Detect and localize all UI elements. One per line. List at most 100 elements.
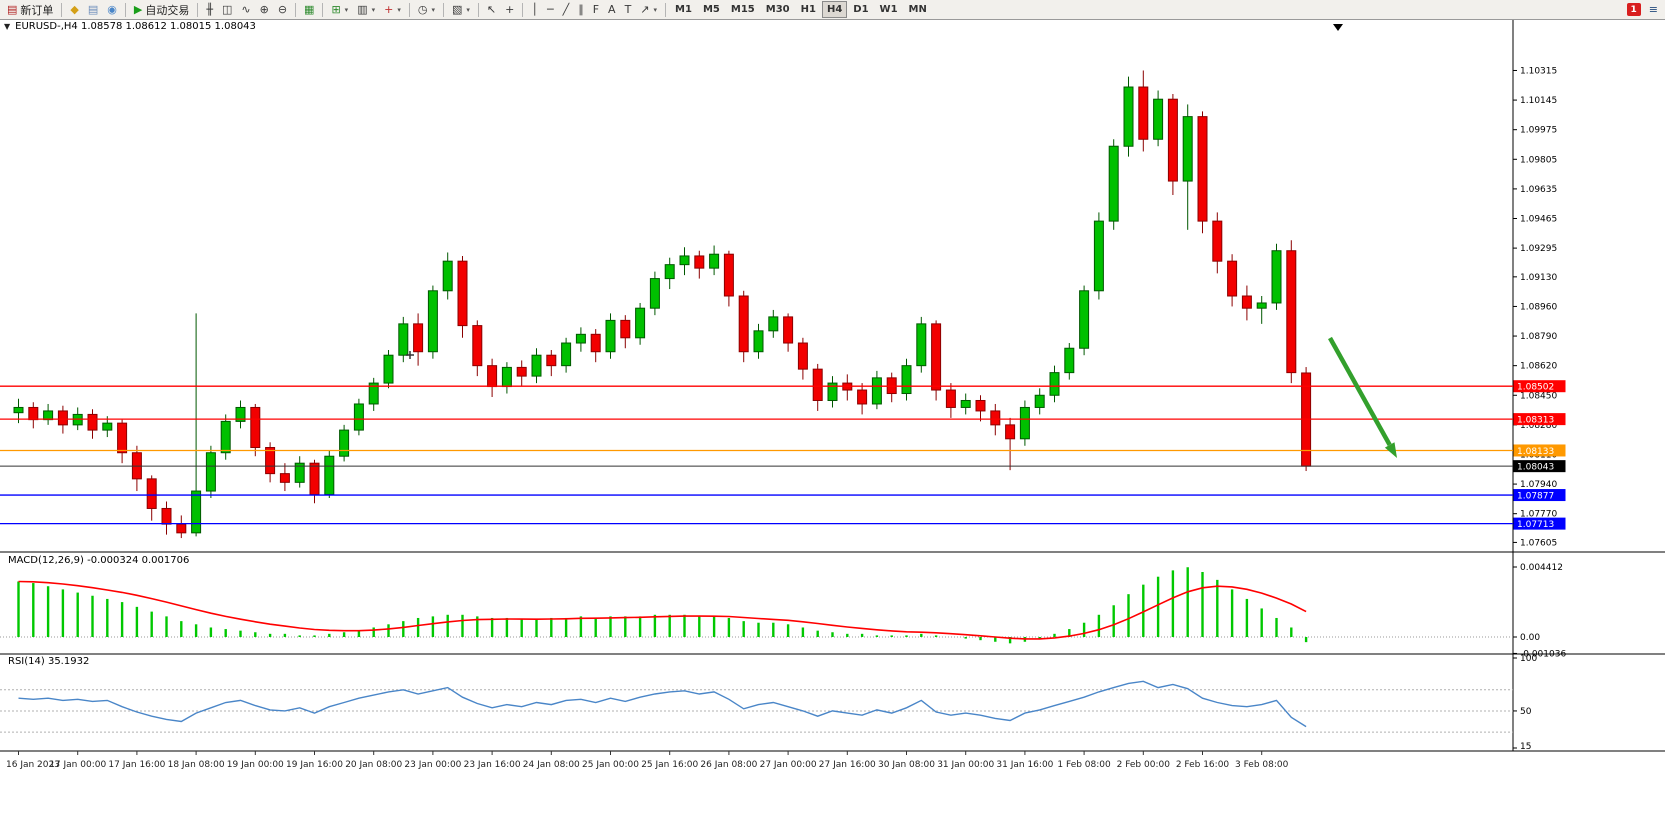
svg-text:19 Jan 00:00: 19 Jan 00:00 xyxy=(227,760,284,770)
hline-1.08133[interactable]: 1.08133 xyxy=(0,444,1566,457)
toolbar-separator xyxy=(197,2,199,17)
tile-windows-icon[interactable]: ▦ xyxy=(300,1,318,18)
vertical-line-icon[interactable]: │ xyxy=(527,1,542,18)
hline-1.08313[interactable]: 1.08313 xyxy=(0,413,1566,426)
chart-shift-marker[interactable] xyxy=(1333,24,1343,31)
svg-text:0.004412: 0.004412 xyxy=(1520,563,1563,573)
label-icon[interactable]: T xyxy=(621,1,636,18)
svg-text:27 Jan 00:00: 27 Jan 00:00 xyxy=(760,760,817,770)
templates-icon[interactable]: ▧ ▾ xyxy=(448,1,474,18)
chevron-down-icon: ▾ xyxy=(344,5,349,14)
timeframe-d1[interactable]: D1 xyxy=(848,1,873,18)
channel-icon[interactable]: ∥ xyxy=(574,1,588,18)
svg-text:1.08133: 1.08133 xyxy=(1517,447,1554,457)
chevron-down-icon: ▾ xyxy=(466,5,470,14)
hline-1.07877[interactable]: 1.07877 xyxy=(0,489,1566,502)
objects-list-icon[interactable]: ▥ ▾ xyxy=(353,1,379,18)
svg-text:1.09805: 1.09805 xyxy=(1520,155,1557,165)
svg-text:15: 15 xyxy=(1520,742,1531,752)
play-icon: ▶ xyxy=(133,3,143,16)
price-axis[interactable]: 1.10315 1.10145 1.09975 1.09805 1.09635 1.094… xyxy=(1513,66,1557,548)
bar-chart-icon[interactable]: ╫ xyxy=(202,1,217,18)
svg-text:19 Jan 16:00: 19 Jan 16:00 xyxy=(286,760,343,770)
hline-1.08502[interactable]: 1.08502 xyxy=(0,380,1566,393)
trend-arrow[interactable] xyxy=(1328,336,1397,458)
new-order-label: 新订单 xyxy=(20,3,54,17)
svg-text:30 Jan 08:00: 30 Jan 08:00 xyxy=(878,760,935,770)
notification-badge[interactable]: 1 xyxy=(1626,3,1641,16)
svg-text:26 Jan 08:00: 26 Jan 08:00 xyxy=(700,760,757,770)
svg-text:1.09465: 1.09465 xyxy=(1520,215,1557,225)
toolbar-separator xyxy=(408,2,410,17)
add-indicator-icon[interactable]: + ▾ xyxy=(380,1,405,18)
new-order-button[interactable]: ▤ 新订单 xyxy=(3,1,57,18)
svg-text:16 Jan 2023: 16 Jan 2023 xyxy=(6,760,60,770)
collapse-quote-icon[interactable]: ▼ xyxy=(4,22,11,31)
svg-text:1.08043: 1.08043 xyxy=(1517,463,1554,473)
chevron-down-icon: ▾ xyxy=(397,5,401,14)
svg-text:100: 100 xyxy=(1520,654,1537,664)
arrows-icon[interactable]: ↗ ▾ xyxy=(636,1,661,18)
timeframe-w1[interactable]: W1 xyxy=(875,1,903,18)
svg-text:25 Jan 16:00: 25 Jan 16:00 xyxy=(641,760,698,770)
symbol-ohlc-text: EURUSD-,H4 1.08578 1.08612 1.08015 1.080… xyxy=(15,21,256,32)
chart-type-group: ╫ ◫ ∿ xyxy=(202,1,254,18)
timeframe-mn[interactable]: MN xyxy=(904,1,932,18)
timeframe-m15[interactable]: M15 xyxy=(726,1,760,18)
horizontal-line-icon[interactable]: ─ xyxy=(543,1,558,18)
timeframe-h4[interactable]: H4 xyxy=(821,1,848,18)
svg-text:3 Feb 08:00: 3 Feb 08:00 xyxy=(1235,760,1289,770)
toolbar-separator xyxy=(522,2,524,17)
svg-text:1.08280: 1.08280 xyxy=(1520,421,1557,431)
fibonacci-icon[interactable]: F xyxy=(589,1,603,18)
svg-text:1.07770: 1.07770 xyxy=(1520,510,1557,520)
macd-pane[interactable]: 0.004412 0.00 -0.001036 xyxy=(0,563,1566,659)
periods-icon[interactable]: ◷ ▾ xyxy=(414,1,439,18)
candlestick-chart-icon[interactable]: ◫ xyxy=(218,1,236,18)
timeframe-m30[interactable]: M30 xyxy=(761,1,795,18)
chart-canvas[interactable]: 1.10315 1.10145 1.09975 1.09805 1.09635 1.094… xyxy=(0,19,1665,832)
svg-text:1.09975: 1.09975 xyxy=(1520,126,1557,136)
toolbar-separator xyxy=(61,2,63,17)
hline-1.07713[interactable]: 1.07713 xyxy=(0,517,1566,531)
svg-text:1.10315: 1.10315 xyxy=(1520,66,1557,76)
cross-marker[interactable] xyxy=(406,351,414,359)
trendline-icon[interactable]: ╱ xyxy=(559,1,574,18)
autotrading-button[interactable]: ▶ 自动交易 xyxy=(130,1,193,18)
rsi-label: RSI(14) 35.1932 xyxy=(8,656,90,667)
svg-text:1.09635: 1.09635 xyxy=(1520,185,1557,195)
quote-line: ▼ EURUSD-,H4 1.08578 1.08612 1.08015 1.0… xyxy=(4,21,256,32)
timeframe-m1[interactable]: M1 xyxy=(670,1,697,18)
timeframe-m5[interactable]: M5 xyxy=(698,1,725,18)
account-icon-group: ◆ ▤ ◉ xyxy=(66,1,120,18)
svg-text:1.07877: 1.07877 xyxy=(1517,492,1554,502)
signals-icon[interactable]: ◉ xyxy=(103,1,121,18)
svg-text:17 Jan 16:00: 17 Jan 16:00 xyxy=(108,760,165,770)
zoom-out-icon[interactable]: ⊖ xyxy=(274,1,291,18)
menu-icon[interactable]: ≡ xyxy=(1645,1,1662,18)
text-icon[interactable]: A xyxy=(604,1,620,18)
line-chart-icon[interactable]: ∿ xyxy=(237,1,254,18)
print-icon[interactable]: ▤ xyxy=(84,1,102,18)
svg-text:23 Jan 16:00: 23 Jan 16:00 xyxy=(464,760,521,770)
zoom-group: ⊕ ⊖ xyxy=(256,1,291,18)
cursor-group: ↖ + xyxy=(483,1,518,18)
svg-text:1.08450: 1.08450 xyxy=(1520,391,1557,401)
svg-text:1.08960: 1.08960 xyxy=(1520,302,1557,312)
cursor-icon[interactable]: ↖ xyxy=(483,1,500,18)
panel-dividers[interactable] xyxy=(0,19,1665,752)
zoom-in-icon[interactable]: ⊕ xyxy=(256,1,273,18)
gold-icon[interactable]: ◆ xyxy=(66,1,82,18)
svg-text:50: 50 xyxy=(1520,707,1532,717)
toolbar: ▤ 新订单 ◆ ▤ ◉ ▶ 自动交易 ╫ ◫ ∿ ⊕ ⊖ ▦ ⊞ ▾ ▥ ▾ + ▾ ◷ ▾ ▧ ▾ ↖… xyxy=(0,0,1665,20)
svg-text:1.09295: 1.09295 xyxy=(1520,244,1557,254)
templates-group: ▧ ▾ xyxy=(448,1,474,18)
hline-1.08043[interactable]: 1.08043 xyxy=(0,460,1566,473)
crosshair-icon[interactable]: + xyxy=(501,1,518,18)
timeframe-h1[interactable]: H1 xyxy=(796,1,821,18)
svg-text:23 Jan 00:00: 23 Jan 00:00 xyxy=(404,760,461,770)
indicators-icon[interactable]: ⊞ ▾ xyxy=(327,1,352,18)
windows-group: ▦ xyxy=(300,1,318,18)
rsi-pane[interactable]: 100 50 15 xyxy=(0,654,1537,752)
